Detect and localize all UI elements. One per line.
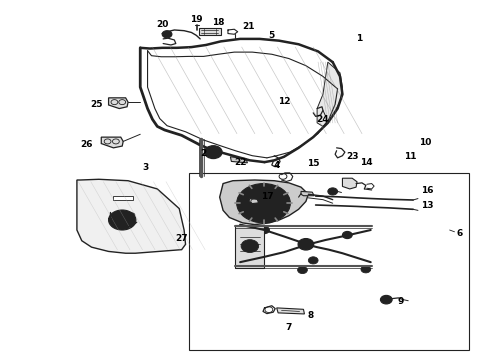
- Circle shape: [237, 184, 290, 223]
- Polygon shape: [277, 308, 304, 314]
- Text: 26: 26: [80, 140, 93, 149]
- Circle shape: [343, 231, 352, 239]
- Text: 4: 4: [273, 161, 280, 170]
- Bar: [189, 173, 469, 350]
- Polygon shape: [230, 157, 247, 163]
- Text: 11: 11: [404, 152, 417, 161]
- Polygon shape: [235, 225, 265, 267]
- Circle shape: [241, 240, 259, 252]
- Circle shape: [260, 226, 270, 234]
- Circle shape: [380, 296, 392, 304]
- Text: 9: 9: [398, 297, 404, 306]
- Circle shape: [308, 257, 318, 264]
- Circle shape: [328, 188, 338, 195]
- Polygon shape: [317, 62, 343, 126]
- Circle shape: [297, 266, 307, 274]
- Text: 12: 12: [278, 97, 290, 106]
- Circle shape: [162, 31, 172, 38]
- Text: 3: 3: [142, 163, 148, 172]
- Circle shape: [129, 213, 135, 217]
- Circle shape: [251, 194, 276, 212]
- Polygon shape: [101, 137, 123, 148]
- Text: 5: 5: [269, 31, 275, 40]
- Text: 10: 10: [419, 138, 432, 147]
- Text: 19: 19: [190, 15, 202, 24]
- Circle shape: [109, 210, 136, 230]
- Text: 16: 16: [421, 186, 434, 195]
- Text: 1: 1: [356, 35, 363, 44]
- Text: 2: 2: [200, 149, 207, 158]
- Text: 17: 17: [261, 192, 273, 201]
- Text: 18: 18: [212, 18, 224, 27]
- Text: 21: 21: [243, 22, 255, 31]
- Polygon shape: [77, 179, 186, 253]
- Polygon shape: [301, 192, 314, 196]
- Text: 7: 7: [286, 323, 292, 332]
- Text: 13: 13: [421, 201, 434, 210]
- Text: 8: 8: [308, 311, 314, 320]
- Text: 23: 23: [346, 152, 359, 161]
- Text: 20: 20: [156, 20, 169, 29]
- Text: 6: 6: [456, 229, 463, 238]
- Text: 14: 14: [361, 158, 373, 167]
- Text: 15: 15: [307, 159, 319, 168]
- Polygon shape: [109, 98, 128, 109]
- Text: 22: 22: [234, 158, 246, 167]
- Text: 25: 25: [90, 100, 102, 109]
- Circle shape: [361, 266, 371, 273]
- Polygon shape: [199, 28, 221, 35]
- Circle shape: [204, 146, 222, 158]
- Polygon shape: [343, 178, 357, 189]
- Circle shape: [298, 239, 314, 250]
- Text: 27: 27: [175, 234, 188, 243]
- Circle shape: [209, 149, 218, 156]
- Text: 24: 24: [317, 115, 329, 124]
- Polygon shape: [114, 196, 133, 200]
- Polygon shape: [220, 180, 308, 225]
- Polygon shape: [249, 199, 259, 203]
